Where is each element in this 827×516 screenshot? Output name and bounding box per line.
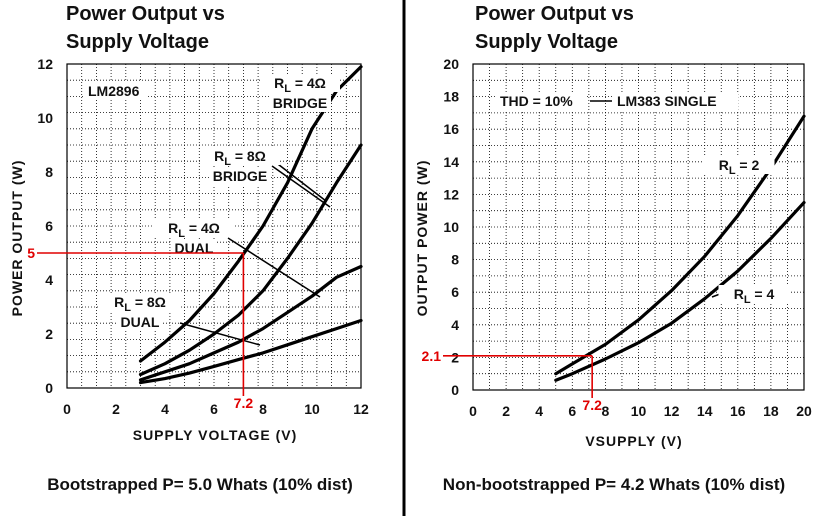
left-y-axis-label: POWER OUTPUT (W) (9, 160, 25, 317)
right-y-tick-label: 12 (443, 186, 459, 202)
right-x-axis-label: VSUPPLY (V) (585, 433, 682, 449)
left-x-axis-label: SUPPLY VOLTAGE (V) (133, 427, 298, 443)
left-annotation-bg (260, 74, 340, 92)
left-annotation-leader (179, 322, 261, 346)
right-x-tick-label: 2 (502, 403, 510, 419)
left-marker-x-label: 7.2 (234, 395, 254, 411)
right-series-line-1 (554, 114, 806, 376)
left-annotation-bg (118, 313, 162, 331)
right-plot: 0 2 4 6 8 10 12 14 16 18 20 0 2 4 6 8 10 12 14 16 18 20 THD = … (422, 56, 812, 419)
left-annotation-bg (154, 219, 234, 237)
right-annotation-bg (703, 156, 775, 174)
left-x-tick-label: 2 (112, 401, 120, 417)
left-annotation-text: BRIDGE (273, 95, 327, 111)
right-y-tick-label: 6 (451, 284, 459, 300)
left-y-tick-label: 2 (45, 326, 53, 342)
left-annotation-text: RL = 8Ω (114, 294, 166, 314)
right-y-tick-label: 2 (451, 349, 459, 365)
right-x-tick-label: 18 (763, 403, 779, 419)
right-x-tick-label: 10 (631, 403, 647, 419)
left-annotation-text: LM2896 (88, 83, 140, 99)
right-title-line-1: Power Output vs (475, 3, 634, 25)
left-series-line-4 (138, 318, 363, 385)
right-y-tick-label: 4 (451, 317, 459, 333)
left-x-tick-label: 12 (353, 401, 369, 417)
left-y-tick-label: 0 (45, 380, 53, 396)
right-series-line-2 (554, 201, 806, 382)
right-x-tick-label: 8 (602, 403, 610, 419)
left-y-tick-label: 6 (45, 218, 53, 234)
left-caption: Bootstrapped P= 5.0 Whats (10% dist) (47, 475, 353, 494)
left-plot-frame (66, 63, 362, 389)
left-annotation-text: RL = 4Ω (274, 75, 326, 95)
left-annotation-text: BRIDGE (213, 168, 267, 184)
left-annotation-text: DUAL (175, 240, 214, 256)
left-title-line-2: Supply Voltage (66, 31, 209, 53)
left-annotation-bg (209, 167, 271, 185)
left-y-tick-label: 8 (45, 164, 53, 180)
right-title-line-2: Supply Voltage (475, 31, 618, 53)
left-x-tick-label: 10 (304, 401, 320, 417)
right-y-axis-label: OUTPUT POWER (W) (414, 160, 430, 317)
right-x-tick-label: 12 (664, 403, 680, 419)
right-caption: Non-bootstrapped P= 4.2 Whats (10% dist) (443, 475, 785, 494)
right-y-tick-label: 20 (443, 56, 459, 72)
right-y-tick-label: 18 (443, 89, 459, 105)
right-annotation-bg (496, 92, 585, 110)
left-x-tick-label: 8 (259, 401, 267, 417)
right-y-tick-label: 8 (451, 252, 459, 268)
left-title-line-1: Power Output vs (66, 3, 225, 25)
right-x-tick-label: 20 (796, 403, 812, 419)
right-annotation-text: RL = 4 (734, 286, 775, 306)
left-series-line-3 (138, 264, 363, 382)
left-x-tick-label: 0 (63, 401, 71, 417)
right-annotation-text: RL = 2 (719, 157, 760, 177)
left-annotation-bg (200, 147, 280, 165)
right-y-tick-label: 16 (443, 121, 459, 137)
right-marker-x-label: 7.2 (582, 397, 602, 413)
right-plot-frame (472, 63, 805, 391)
right-y-tick-label: 0 (451, 382, 459, 398)
right-x-tick-label: 14 (697, 403, 713, 419)
left-annotation-leader (227, 237, 321, 298)
left-annotation-text: RL = 8Ω (214, 148, 266, 168)
left-annotation-text: RL = 4Ω (168, 220, 220, 240)
left-annotation-bg (100, 293, 180, 311)
right-annotation-text: LM383 SINGLE (617, 93, 717, 109)
right-x-tick-label: 16 (730, 403, 746, 419)
left-x-tick-label: 6 (210, 401, 218, 417)
left-annotation-leader (271, 165, 331, 208)
left-x-tick-label: 4 (161, 401, 169, 417)
left-y-tick-label: 10 (37, 110, 53, 126)
right-annotation-bg (718, 285, 790, 303)
left-y-tick-label: 4 (45, 272, 53, 288)
left-marker-y-label: 5 (27, 245, 35, 261)
right-x-tick-label: 6 (568, 403, 576, 419)
left-annotation-text: DUAL (121, 314, 160, 330)
right-annotation-text: THD = 10% (500, 93, 573, 109)
left-annotation-bg (84, 82, 146, 100)
left-y-tick-label: 12 (37, 56, 53, 72)
right-y-tick-label: 10 (443, 219, 459, 235)
right-y-tick-label: 14 (443, 154, 459, 170)
right-x-tick-label: 0 (469, 403, 477, 419)
right-x-tick-label: 4 (535, 403, 543, 419)
left-annotation-bg (269, 94, 331, 112)
right-marker-y-label: 2.1 (422, 348, 442, 364)
right-annotation-bg (613, 92, 738, 110)
